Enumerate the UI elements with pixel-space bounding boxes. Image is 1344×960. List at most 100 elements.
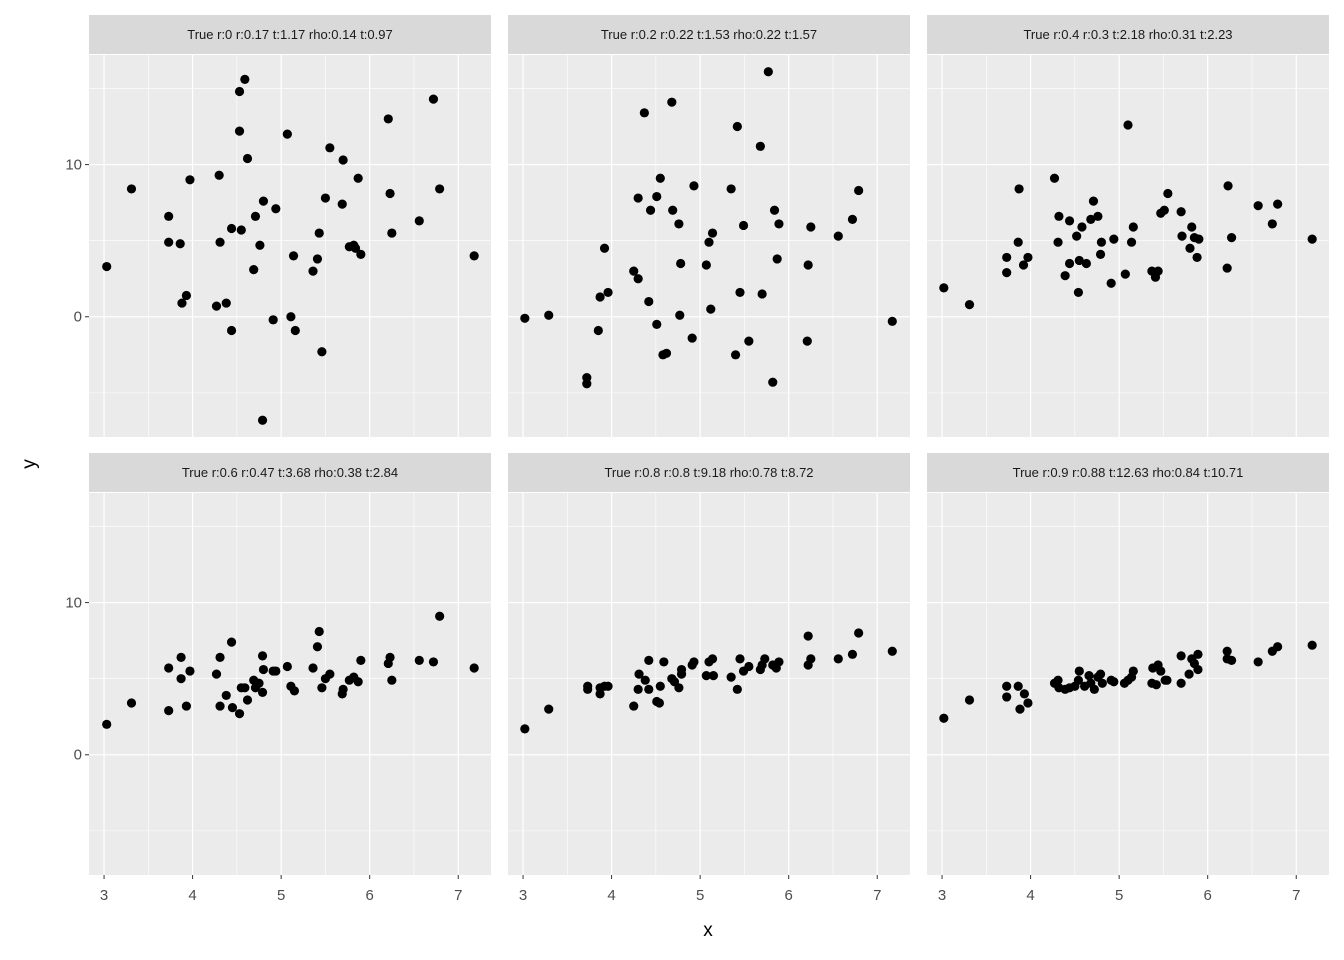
point: [603, 287, 613, 298]
point: [317, 683, 327, 693]
x-tick-label: 7: [873, 887, 881, 904]
point: [1226, 233, 1237, 243]
point: [1177, 231, 1187, 241]
point: [668, 205, 678, 215]
point: [1273, 642, 1283, 652]
x-tick-label: 3: [519, 887, 527, 904]
y-tick-label: 0: [74, 309, 82, 326]
point: [428, 94, 439, 104]
x-tick-label: 4: [607, 887, 615, 904]
point: [242, 153, 253, 164]
point: [655, 173, 665, 183]
point: [674, 219, 684, 229]
panel-title: True r:0.8 r:0.8 t:9.18 rho:0.78 t:8.72: [604, 465, 813, 480]
point: [644, 655, 654, 666]
strip: [927, 15, 1329, 54]
point: [1109, 234, 1119, 244]
x-tick-label: 3: [100, 887, 108, 904]
point: [760, 654, 770, 664]
point: [337, 199, 347, 209]
point: [544, 704, 554, 714]
strip: [89, 15, 491, 54]
point: [214, 170, 224, 180]
point: [1192, 252, 1202, 263]
point: [271, 204, 281, 214]
point: [593, 325, 603, 336]
point: [633, 684, 643, 694]
point: [181, 701, 192, 711]
x-tick-label: 5: [696, 887, 704, 904]
point: [164, 211, 174, 221]
point: [833, 231, 843, 241]
point: [314, 228, 324, 238]
point: [1226, 655, 1237, 666]
point: [774, 219, 784, 229]
point: [689, 657, 699, 667]
point: [1253, 201, 1263, 211]
point: [1013, 237, 1023, 247]
point: [806, 222, 816, 232]
x-tick-label: 4: [188, 887, 196, 904]
point: [1018, 260, 1029, 270]
point: [181, 290, 192, 301]
point: [1106, 278, 1116, 288]
x-tick-label: 7: [1292, 887, 1300, 904]
point: [689, 181, 699, 191]
x-tick-label: 5: [277, 887, 285, 904]
point: [847, 214, 858, 224]
point: [312, 642, 323, 652]
panel-title: True r:0.2 r:0.22 t:1.53 rho:0.22 t:1.57: [601, 27, 817, 42]
point: [1153, 266, 1163, 276]
point: [887, 316, 897, 326]
point: [387, 228, 397, 238]
point: [1273, 199, 1283, 209]
point: [1060, 271, 1070, 281]
point: [338, 155, 348, 165]
point: [164, 706, 174, 716]
point: [1097, 678, 1107, 688]
point: [744, 661, 754, 672]
point: [701, 671, 711, 681]
point: [353, 173, 363, 183]
point: [1015, 704, 1025, 714]
point: [325, 143, 335, 153]
point: [290, 325, 300, 336]
point: [726, 184, 736, 194]
point: [1013, 681, 1023, 691]
point: [234, 709, 245, 719]
point: [385, 188, 395, 199]
point: [286, 312, 296, 322]
point: [599, 243, 610, 253]
point: [675, 310, 685, 320]
point: [1267, 219, 1277, 229]
point: [1074, 666, 1084, 676]
point: [234, 126, 245, 136]
point: [769, 205, 780, 215]
point: [964, 695, 975, 705]
point: [257, 415, 268, 425]
point: [268, 315, 278, 325]
point: [314, 626, 324, 637]
point: [1109, 677, 1119, 687]
point: [772, 254, 782, 264]
point: [1095, 669, 1106, 679]
point: [520, 313, 530, 323]
point: [249, 264, 259, 275]
point: [520, 724, 530, 734]
point: [1081, 258, 1091, 269]
point: [176, 652, 186, 662]
point: [414, 216, 424, 226]
point: [469, 251, 479, 261]
point: [215, 701, 225, 711]
strip: [89, 453, 491, 492]
point: [236, 225, 246, 235]
point: [1064, 216, 1075, 226]
point: [1307, 234, 1317, 244]
point: [1176, 651, 1186, 661]
point: [1073, 675, 1084, 685]
point: [435, 184, 445, 194]
point: [350, 243, 361, 253]
point: [755, 141, 765, 151]
point: [763, 67, 773, 77]
